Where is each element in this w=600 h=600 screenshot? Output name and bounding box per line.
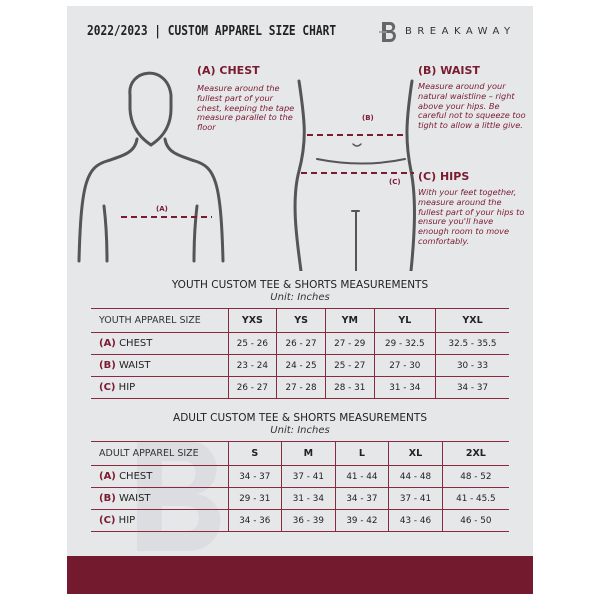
size-column-header: YL — [373, 308, 436, 333]
row-code: (B) — [99, 493, 116, 504]
row-code: (C) — [99, 382, 116, 393]
table-cell: 29 - 31 — [227, 487, 282, 510]
table-header-row: ADULT APPAREL SIZE S M L XL 2XL — [91, 441, 509, 466]
row-label: CHEST — [119, 338, 153, 349]
size-column-header: YXL — [435, 308, 509, 333]
table-cell: 34 - 37 — [227, 465, 282, 488]
youth-table-title: YOUTH CUSTOM TEE & SHORTS MEASUREMENTS — [171, 279, 429, 291]
table-cell: 29 - 32.5 — [373, 332, 436, 355]
waist-instructions: Measure around your natural waistline – … — [418, 81, 526, 131]
adult-header-label: ADULT APPAREL SIZE — [91, 441, 228, 466]
table-row: (C) HIP 26 - 27 27 - 28 28 - 31 31 - 34 34 - … — [91, 376, 509, 399]
table-cell: 26 - 27 — [227, 376, 277, 399]
row-label: HIP — [118, 515, 136, 526]
table-header-row: YOUTH APPAREL SIZE YXS YS YM YL YXL — [91, 308, 509, 333]
table-cell: 43 - 46 — [388, 509, 443, 532]
table-cell: 26 - 27 — [276, 332, 326, 355]
table-cell: 27 - 30 — [373, 354, 436, 377]
row-label: HIP — [118, 382, 136, 393]
table-row: (C) HIP 34 - 36 36 - 39 39 - 42 43 - 46 46 - … — [91, 509, 509, 532]
table-cell: 36 - 39 — [281, 509, 336, 532]
size-column-header: S — [227, 441, 282, 466]
table-cell: 34 - 37 — [435, 376, 509, 399]
footer-band — [67, 556, 533, 594]
chest-instructions: Measure around the fullest part of your … — [197, 83, 295, 133]
waist-heading: (B) WAIST — [418, 64, 480, 77]
table-cell: 28 - 31 — [324, 376, 375, 399]
row-code: (B) — [99, 360, 116, 371]
table-cell: 25 - 27 — [324, 354, 375, 377]
hips-marker: (C) — [389, 178, 401, 186]
lower-body-figure-icon — [293, 79, 416, 271]
chest-heading: (A) CHEST — [197, 64, 260, 77]
size-column-header: 2XL — [441, 441, 509, 466]
row-code: (C) — [99, 515, 116, 526]
table-cell: 31 - 34 — [281, 487, 336, 510]
table-cell: 37 - 41 — [388, 487, 443, 510]
table-cell: 25 - 26 — [227, 332, 277, 355]
table-cell: 39 - 42 — [334, 509, 389, 532]
table-cell: 30 - 33 — [435, 354, 509, 377]
youth-header-label: YOUTH APPAREL SIZE — [91, 308, 228, 333]
youth-size-table: YOUTH APPAREL SIZE YXS YS YM YL YXL (A) CHES… — [91, 308, 509, 399]
table-cell: 27 - 28 — [276, 376, 326, 399]
table-cell: 48 - 52 — [441, 465, 509, 488]
brand-name: BREAKAWAY — [405, 26, 516, 37]
size-column-header: L — [334, 441, 389, 466]
row-code: (A) — [99, 338, 116, 349]
table-cell: 44 - 48 — [388, 465, 443, 488]
table-cell: 46 - 50 — [441, 509, 509, 532]
table-row: (B) WAIST 29 - 31 31 - 34 34 - 37 37 - 41 41 … — [91, 487, 509, 510]
row-label: CHEST — [119, 471, 153, 482]
table-row: (B) WAIST 23 - 24 24 - 25 25 - 27 27 - 30 30 … — [91, 354, 509, 377]
waist-marker: (B) — [362, 114, 374, 122]
row-code: (A) — [99, 471, 116, 482]
youth-unit: Unit: Inches — [270, 292, 330, 303]
table-row: (A) CHEST 25 - 26 26 - 27 27 - 29 29 - 32.5 3… — [91, 332, 509, 355]
adult-unit: Unit: Inches — [270, 425, 330, 436]
size-column-header: YXS — [227, 308, 277, 333]
hips-instructions: With your feet together, measure around … — [418, 187, 525, 246]
table-cell: 41 - 45.5 — [441, 487, 509, 510]
hips-heading: (C) HIPS — [418, 170, 470, 183]
table-row: (A) CHEST 34 - 37 37 - 41 41 - 44 44 - 48 48 … — [91, 465, 509, 488]
breakaway-logo-icon — [379, 22, 396, 42]
table-cell: 24 - 25 — [276, 354, 326, 377]
table-cell: 37 - 41 — [281, 465, 336, 488]
table-cell: 32.5 - 35.5 — [435, 332, 509, 355]
body-figures — [77, 71, 416, 271]
chest-marker: (A) — [156, 205, 168, 213]
table-cell: 41 - 44 — [334, 465, 389, 488]
size-column-header: YS — [276, 308, 326, 333]
page-title-text: 2022/2023 | CUSTOM APPAREL SIZE CHART — [87, 24, 337, 39]
table-cell: 31 - 34 — [373, 376, 436, 399]
upper-body-figure-icon — [77, 71, 225, 263]
adult-size-table: ADULT APPAREL SIZE S M L XL 2XL (A) CHEST 34 … — [91, 441, 509, 532]
row-label: WAIST — [118, 360, 151, 371]
size-column-header: YM — [324, 308, 375, 333]
page-title: 2022/2023 | CUSTOM APPAREL SIZE CHART — [87, 24, 369, 39]
adult-table-title: ADULT CUSTOM TEE & SHORTS MEASUREMENTS — [173, 412, 427, 424]
table-cell: 34 - 36 — [227, 509, 282, 532]
row-label: WAIST — [118, 493, 151, 504]
size-chart-sheet: 2022/2023 | CUSTOM APPAREL SIZE CHART BR… — [67, 6, 533, 594]
table-cell: 27 - 29 — [324, 332, 375, 355]
table-cell: 23 - 24 — [227, 354, 277, 377]
size-column-header: M — [281, 441, 336, 466]
size-column-header: XL — [388, 441, 443, 466]
table-cell: 34 - 37 — [334, 487, 389, 510]
